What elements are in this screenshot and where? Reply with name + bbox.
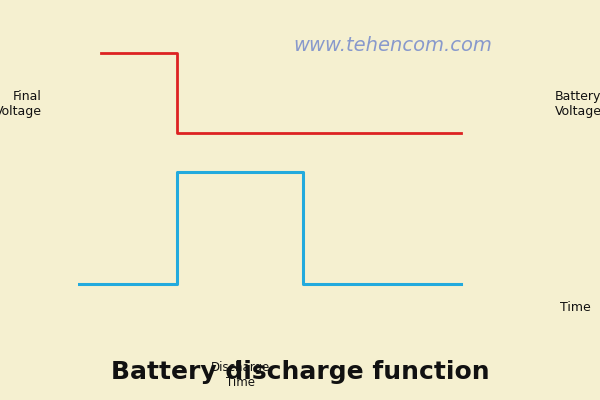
- Text: Final
Voltage: Final Voltage: [0, 90, 42, 118]
- Text: www.tehencom.com: www.tehencom.com: [293, 36, 492, 55]
- Text: Time: Time: [560, 301, 590, 314]
- Text: Discharge
Time: Discharge Time: [211, 361, 269, 389]
- Text: Battery discharge function: Battery discharge function: [110, 360, 490, 384]
- Text: Battery
Voltage: Battery Voltage: [555, 90, 600, 118]
